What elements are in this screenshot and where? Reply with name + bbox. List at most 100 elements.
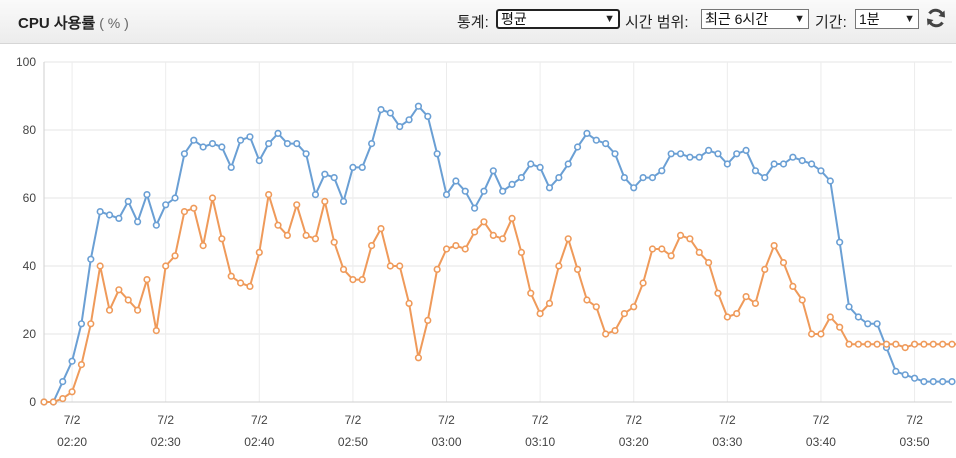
series-1-point <box>68 357 76 365</box>
series-1-point <box>620 174 628 182</box>
series-1-point <box>386 109 394 117</box>
series-1-point <box>143 191 151 199</box>
series-1-point <box>311 191 320 199</box>
series-2-point <box>620 310 628 318</box>
series-1-point <box>368 139 376 148</box>
series-2-point <box>386 262 394 270</box>
series-2-point <box>761 265 769 273</box>
series-2-point <box>105 306 114 314</box>
series-2-point <box>208 194 217 202</box>
period-select-value: 1분 <box>859 11 880 27</box>
series-2-point <box>545 299 554 308</box>
x-tick-date-label: 7/2 <box>719 413 736 427</box>
chart-title: CPU 사용률( % ) <box>18 12 129 33</box>
stat-select-value: 평균 <box>501 11 527 27</box>
series-1-point <box>255 156 263 165</box>
series-1-point <box>602 139 610 148</box>
stat-select[interactable]: 평균 ▼ <box>496 9 620 29</box>
series-2-point <box>499 235 507 243</box>
series-2-point <box>705 259 713 267</box>
series-1-point <box>424 112 432 120</box>
series-2-point <box>349 276 357 284</box>
series-1-point <box>901 371 909 379</box>
series-2-point <box>162 262 170 270</box>
series-2-point <box>236 279 245 287</box>
chart-title-text: CPU 사용률 <box>18 15 96 32</box>
series-1-point <box>105 211 114 219</box>
series-1-point <box>470 204 479 212</box>
series-2-point <box>807 330 816 338</box>
series-2-point <box>901 344 909 352</box>
series-2-point <box>199 242 207 250</box>
y-tick-label: 60 <box>23 191 37 205</box>
series-2-point <box>948 340 956 348</box>
cpu-line-chart: 0 20 40 60 80 100 7/2 02:20 7/2 02:30 7/2 02:40 7/2 0… <box>16 55 956 449</box>
series-1-point <box>180 150 189 158</box>
series-2-point <box>152 327 160 335</box>
series-2-point <box>87 320 95 328</box>
series-2-point <box>302 231 310 239</box>
series-2-point <box>826 313 834 321</box>
chart-unit: ( % ) <box>99 15 129 31</box>
period-select[interactable]: 1분 ▼ <box>855 9 919 29</box>
series-2-point <box>714 289 722 297</box>
range-label: 시간 범위: <box>625 14 689 31</box>
series-1-point <box>302 150 310 158</box>
range-select[interactable]: 최근 6시간 ▼ <box>701 9 809 29</box>
series-1-point <box>480 187 488 195</box>
series-1-point <box>705 146 713 154</box>
series-1-point <box>208 139 217 148</box>
series-1-point <box>536 163 544 171</box>
series-1-point <box>330 174 338 182</box>
series-1-point <box>845 303 853 311</box>
series-2-point <box>573 265 582 273</box>
series-2-point <box>321 197 329 205</box>
series-2-point <box>480 218 488 226</box>
series-1-point <box>573 143 582 151</box>
range-select-value: 최근 6시간 <box>705 11 769 27</box>
series-1-point <box>630 184 638 192</box>
x-tick-time-label: 03:00 <box>431 435 461 449</box>
series-2-point <box>424 316 432 325</box>
series-2-point <box>536 310 544 318</box>
series-1-point <box>564 160 572 168</box>
series-1-point <box>152 221 160 229</box>
series-2-point <box>639 279 647 287</box>
series-1-point <box>461 187 469 195</box>
series-1-point <box>545 184 554 192</box>
series-1-point <box>639 174 647 182</box>
y-tick-label: 40 <box>23 259 37 273</box>
series-1-point <box>433 150 441 158</box>
series-1-point <box>96 208 104 216</box>
period-label: 기간: <box>815 14 847 31</box>
series-1-point <box>442 191 451 199</box>
series-2-line <box>44 193 956 403</box>
series-1-point <box>87 255 95 263</box>
series-1-point <box>517 174 526 182</box>
series-2-point <box>676 231 685 239</box>
series-2-point <box>283 231 291 239</box>
series-1-point <box>789 153 797 161</box>
series-2-point <box>648 245 657 253</box>
series-1-point <box>339 197 348 205</box>
series-2-point <box>555 262 563 270</box>
series-1-point <box>676 150 685 158</box>
series-2-point <box>414 354 423 362</box>
x-tick-time-label: 03:20 <box>619 435 649 449</box>
series-2-point <box>59 395 67 403</box>
series-2-point <box>396 262 404 270</box>
series-2-point <box>592 303 600 311</box>
series-1-point <box>349 163 357 171</box>
series-2-point <box>751 299 760 308</box>
y-tick-label: 80 <box>23 123 37 137</box>
refresh-icon[interactable] <box>924 6 948 30</box>
series-1-point <box>162 201 170 209</box>
y-tick-label: 20 <box>23 327 37 341</box>
series-2-point <box>452 242 460 250</box>
series-1-point <box>695 153 703 161</box>
series-2-point <box>255 248 263 256</box>
series-2-point <box>658 245 666 253</box>
series-1-point <box>611 150 619 158</box>
series-2-point <box>892 340 900 348</box>
series-1-point <box>452 177 460 185</box>
